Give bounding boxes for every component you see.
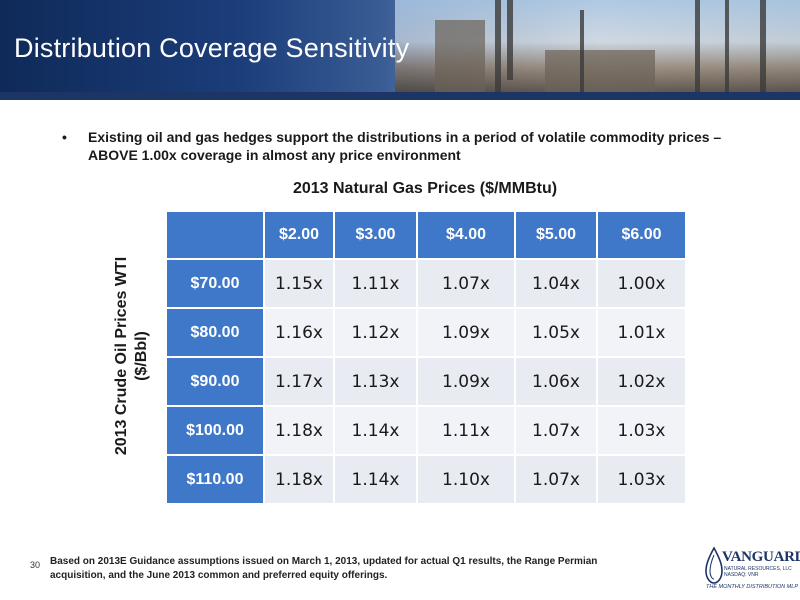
table-row: $110.00 1.18x 1.14x 1.10x 1.07x 1.03x (165, 454, 687, 505)
row-header: $80.00 (165, 307, 265, 358)
table-title: 2013 Natural Gas Prices ($/MMBtu) (292, 180, 558, 197)
photo-tower (580, 10, 584, 92)
table-cell: 1.17x (263, 356, 335, 407)
table-row: $90.00 1.17x 1.13x 1.09x 1.06x 1.02x (165, 356, 687, 407)
photo-rig (760, 0, 766, 92)
logo-subtitle: NATURAL RESOURCES, LLC NASDAQ: VNR (724, 566, 796, 578)
photo-rig (695, 0, 700, 92)
photo-refinery (545, 50, 655, 92)
row-axis-label-line1: 2013 Crude Oil Prices WTI (113, 256, 130, 456)
row-header: $70.00 (165, 258, 265, 309)
column-header: $6.00 (596, 210, 687, 260)
table-row: $100.00 1.18x 1.14x 1.11x 1.07x 1.03x (165, 405, 687, 456)
column-header: $5.00 (514, 210, 598, 260)
row-header: $100.00 (165, 405, 265, 456)
table-cell: 1.14x (333, 454, 418, 505)
row-header: $90.00 (165, 356, 265, 407)
table-cell: 1.05x (514, 307, 598, 358)
table-cell: 1.02x (596, 356, 687, 407)
row-axis-label: 2013 Crude Oil Prices WTI ($/Bbl) (112, 246, 152, 466)
page-title: Distribution Coverage Sensitivity (14, 33, 410, 63)
header-photo-collage (395, 0, 800, 92)
table-cell: 1.15x (263, 258, 335, 309)
logo-name: VANGUARD (722, 549, 800, 565)
photo-worker (435, 20, 485, 92)
table-cell: 1.18x (263, 405, 335, 456)
bullet-point: • Existing oil and gas hedges support th… (62, 128, 762, 164)
page-number: 30 (30, 560, 41, 570)
table-row: $70.00 1.15x 1.11x 1.07x 1.04x 1.00x (165, 258, 687, 309)
column-header: $3.00 (333, 210, 418, 260)
table-cell: 1.11x (333, 258, 418, 309)
table-cell: 1.07x (514, 454, 598, 505)
table-cell: 1.11x (416, 405, 516, 456)
table-cell: 1.03x (596, 405, 687, 456)
sensitivity-table: $2.00 $3.00 $4.00 $5.00 $6.00 $70.00 1.1… (165, 210, 687, 505)
table-cell: 1.06x (514, 356, 598, 407)
header-banner: Distribution Coverage Sensitivity (0, 0, 800, 100)
photo-rig (725, 0, 729, 92)
table-cell: 1.14x (333, 405, 418, 456)
photo-derrick (495, 0, 501, 92)
table-cell: 1.09x (416, 356, 516, 407)
table-cell: 1.07x (416, 258, 516, 309)
table-cell: 1.09x (416, 307, 516, 358)
bullet-text: Existing oil and gas hedges support the … (88, 129, 722, 163)
logo-ticker: NASDAQ: VNR (724, 572, 759, 578)
oil-drop-icon (705, 547, 723, 584)
table-cell: 1.03x (596, 454, 687, 505)
footnote: Based on 2013E Guidance assumptions issu… (50, 556, 598, 581)
table-cell: 1.13x (333, 356, 418, 407)
table-corner-cell (165, 210, 265, 260)
table-cell: 1.10x (416, 454, 516, 505)
logo-tagline: THE MONTHLY DISTRIBUTION MLP (706, 584, 798, 590)
table-cell: 1.04x (514, 258, 598, 309)
table-cell: 1.18x (263, 454, 335, 505)
row-axis-label-line2: ($/Bbl) (133, 331, 150, 381)
header-bar (0, 92, 800, 100)
company-logo: VANGUARD NATURAL RESOURCES, LLC NASDAQ: … (700, 545, 800, 595)
table-cell: 1.00x (596, 258, 687, 309)
photo-derrick (507, 0, 513, 80)
table-cell: 1.01x (596, 307, 687, 358)
bullet-dot-icon: • (62, 129, 67, 145)
table-row: $80.00 1.16x 1.12x 1.09x 1.05x 1.01x (165, 307, 687, 358)
table-cell: 1.07x (514, 405, 598, 456)
logo-sub-line: NATURAL RESOURCES, LLC (724, 566, 792, 572)
table-cell: 1.16x (263, 307, 335, 358)
table-cell: 1.12x (333, 307, 418, 358)
column-header: $4.00 (416, 210, 516, 260)
column-header: $2.00 (263, 210, 335, 260)
row-header: $110.00 (165, 454, 265, 505)
table-header-row: $2.00 $3.00 $4.00 $5.00 $6.00 (165, 210, 687, 260)
